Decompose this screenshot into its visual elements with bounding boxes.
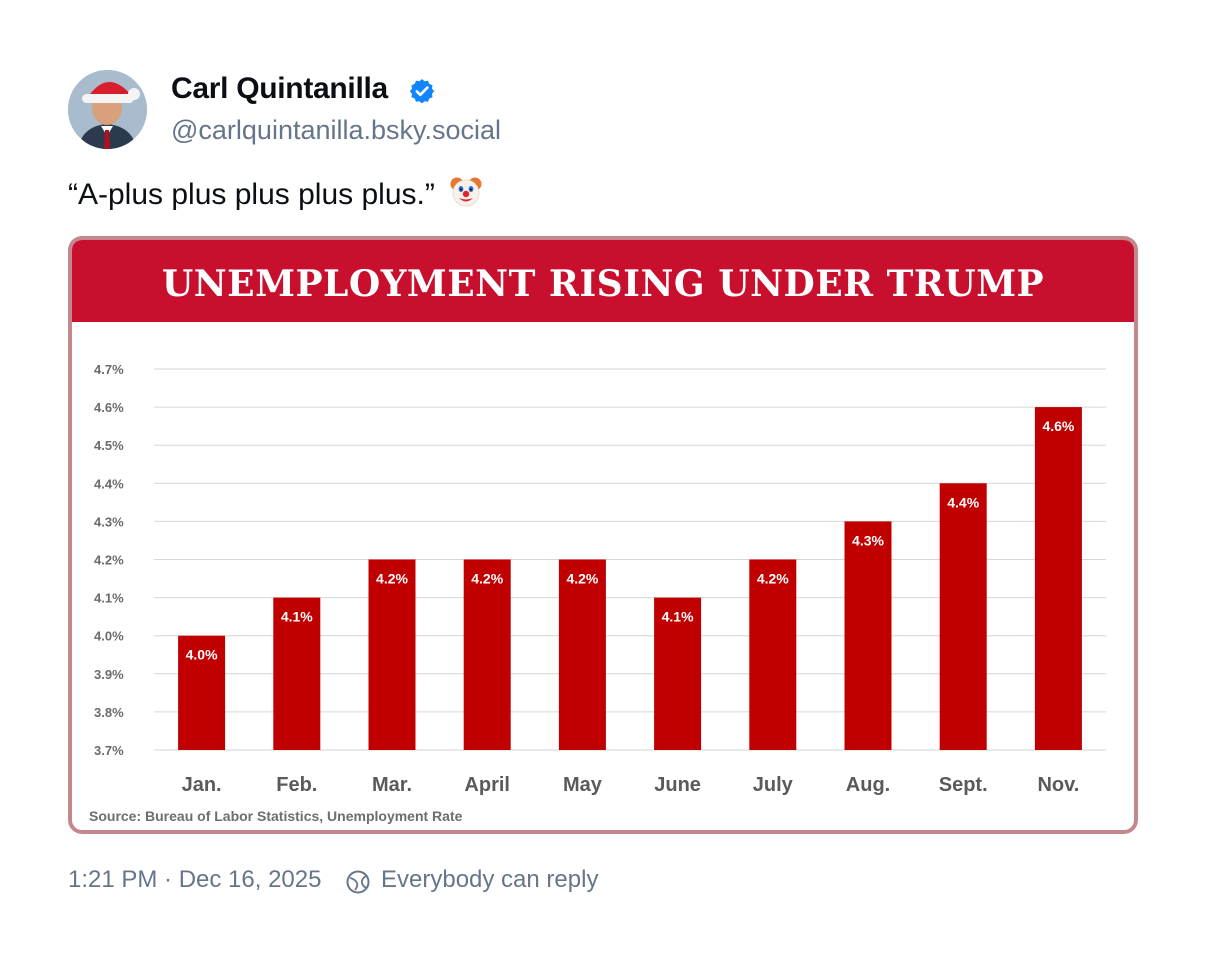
data-label: 4.2% — [376, 571, 408, 587]
x-tick-label: June — [654, 774, 701, 796]
bar — [1034, 407, 1082, 750]
x-tick-label: July — [753, 774, 794, 796]
author-handle[interactable]: @carlquintanilla.bsky.social — [171, 115, 502, 145]
chart-image: UNEMPLOYMENT RISING UNDER TRUMP 3.7% 3.8%… — [72, 240, 1134, 830]
y-tick-label: 4.3% — [94, 514, 124, 529]
x-tick-label: May — [563, 774, 603, 796]
data-label: 4.2% — [471, 571, 503, 587]
y-tick-label: 4.0% — [94, 629, 124, 644]
bar — [463, 559, 511, 750]
x-tick-label: Jan. — [182, 774, 222, 796]
post-text-content: “A-plus plus plus plus plus.” — [68, 178, 435, 211]
y-tick-label: 4.7% — [94, 362, 124, 377]
bar — [844, 521, 892, 750]
y-tick-label: 4.2% — [94, 553, 124, 568]
post-image-embed[interactable]: UNEMPLOYMENT RISING UNDER TRUMP 3.7% 3.8%… — [68, 236, 1138, 834]
x-tick-label: Aug. — [846, 774, 890, 796]
bar — [749, 559, 797, 750]
y-tick-label: 4.5% — [94, 438, 124, 453]
x-tick-label: Mar. — [372, 774, 412, 796]
reply-setting[interactable]: Everybody can reply — [381, 866, 599, 893]
chart-title-banner — [72, 240, 1134, 322]
reply-permission-icon — [346, 870, 370, 894]
chart-source: Source: Bureau of Labor Statistics, Unem… — [89, 808, 463, 824]
bar — [939, 483, 987, 750]
y-tick-label: 4.6% — [94, 400, 124, 415]
x-tick-label: Nov. — [1037, 774, 1079, 796]
data-label: 4.4% — [947, 494, 979, 510]
data-label: 4.0% — [186, 647, 218, 663]
data-label: 4.2% — [757, 571, 789, 587]
bar — [273, 597, 321, 750]
bar — [178, 635, 226, 750]
clown-face-icon — [449, 174, 483, 216]
author-avatar[interactable] — [68, 70, 147, 149]
y-tick-label: 3.9% — [94, 667, 124, 682]
y-tick-label: 3.8% — [94, 705, 124, 720]
bar — [654, 597, 702, 750]
data-label: 4.1% — [662, 609, 694, 625]
x-tick-label: Feb. — [276, 774, 317, 796]
y-tick-label: 4.4% — [94, 476, 124, 491]
post-timestamp: 1:21 PM · Dec 16, 2025 — [68, 866, 322, 893]
verified-badge-icon — [409, 79, 435, 104]
x-tick-label: April — [464, 774, 510, 796]
author-name[interactable]: Carl Quintanilla — [171, 72, 388, 105]
data-label: 4.1% — [281, 609, 313, 625]
data-label: 4.6% — [1042, 418, 1074, 434]
data-label: 4.2% — [566, 571, 598, 587]
x-tick-label: Sept. — [939, 774, 988, 796]
bar — [368, 559, 416, 750]
bar — [558, 559, 606, 750]
data-label: 4.3% — [852, 532, 884, 548]
y-tick-label: 3.7% — [94, 743, 124, 758]
y-tick-label: 4.1% — [94, 591, 124, 606]
chart-title: UNEMPLOYMENT RISING UNDER TRUMP — [161, 263, 1045, 305]
bar-chart: 3.7% 3.8% 3.9% 4.0% 4.1% 4.2% 4.3% 4.4% 4.5% 4.6%… — [94, 362, 1106, 796]
post-text: “A-plus plus plus plus plus.” — [68, 174, 483, 216]
